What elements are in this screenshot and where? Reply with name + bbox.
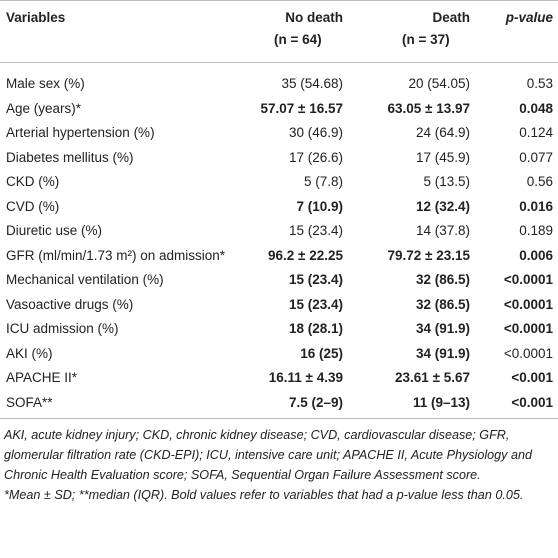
column-header: (n = 64) — [274, 32, 322, 47]
table-cell: 79.72 ± 23.15 — [387, 247, 470, 263]
rule — [0, 418, 558, 419]
footnote: *Mean ± SD; **median (IQR). Bold values … — [4, 488, 524, 502]
table-cell: 30 (46.9) — [288, 125, 343, 140]
table-cell: <0.0001 — [503, 296, 553, 312]
table-cell: 7.5 (2–9) — [288, 394, 343, 410]
table-cell: 96.2 ± 22.25 — [268, 247, 343, 263]
table-cell: <0.0001 — [503, 321, 553, 336]
column-header: Death — [432, 10, 470, 25]
table-cell: <0.0001 — [503, 272, 553, 287]
row-label: Age (years)* — [6, 100, 82, 116]
table-cell: 32 (86.5) — [415, 296, 470, 312]
table-cell: <0.001 — [511, 394, 553, 410]
table-cell: 17 (26.6) — [288, 149, 343, 165]
rule — [0, 62, 558, 63]
row-label: Mechanical ventilation (%) — [6, 272, 164, 287]
row-label: Vasoactive drugs (%) — [6, 296, 134, 312]
table-cell: 0.56 — [526, 174, 553, 189]
footnote: AKI, acute kidney injury; CKD, chronic k… — [4, 428, 532, 482]
table-cell: 5 (13.5) — [423, 174, 470, 189]
table-cell: 35 (54.68) — [281, 76, 343, 91]
column-header: p-value — [505, 10, 553, 25]
row-label: APACHE II* — [6, 370, 78, 385]
table-cell: 16.11 ± 4.39 — [268, 370, 343, 385]
row-label: AKI (%) — [6, 345, 53, 361]
table-cell: 0.124 — [519, 125, 553, 140]
column-header: No death — [285, 10, 343, 25]
table-cell: 15 (23.4) — [288, 272, 343, 287]
table-cell: 5 (7.8) — [303, 174, 343, 189]
table-cell: 16 (25) — [300, 345, 343, 361]
table-cell: 32 (86.5) — [415, 272, 470, 287]
footnotes: AKI, acute kidney injury; CKD, chronic k… — [4, 425, 554, 505]
table-cell: 0.189 — [519, 223, 553, 238]
row-label: GFR (ml/min/1.73 m²) on admission* — [6, 247, 226, 263]
table-cell: 14 (37.8) — [415, 223, 470, 238]
table-cell: 23.61 ± 5.67 — [395, 370, 470, 385]
table-cell: <0.001 — [511, 370, 553, 385]
table-cell: 0.016 — [519, 198, 553, 214]
row-label: CVD (%) — [6, 198, 60, 214]
table-cell: 17 (45.9) — [415, 149, 470, 165]
table-cell: 24 (64.9) — [415, 125, 470, 140]
row-label: Arterial hypertension (%) — [6, 125, 155, 140]
table-cell: <0.0001 — [503, 345, 553, 361]
table-cell: 34 (91.9) — [415, 345, 470, 361]
row-label: ICU admission (%) — [6, 321, 119, 336]
row-label: Diuretic use (%) — [6, 223, 103, 238]
row-label: SOFA** — [6, 394, 53, 410]
table-cell: 7 (10.9) — [296, 198, 343, 214]
table-cell: 12 (32.4) — [415, 198, 470, 214]
table-cell: 15 (23.4) — [288, 296, 343, 312]
table-cell: 63.05 ± 13.97 — [387, 100, 470, 116]
table-cell: 0.048 — [519, 100, 553, 116]
rule — [0, 0, 558, 1]
table-cell: 0.006 — [519, 247, 553, 263]
column-header: Variables — [6, 10, 66, 25]
table-cell: 20 (54.05) — [408, 76, 470, 91]
table-cell: 15 (23.4) — [288, 223, 343, 238]
table-cell: 34 (91.9) — [415, 321, 470, 336]
table-cell: 57.07 ± 16.57 — [260, 100, 343, 116]
table-cell: 11 (9–13) — [412, 394, 470, 410]
row-label: CKD (%) — [6, 174, 60, 189]
table-cell: 18 (28.1) — [288, 321, 343, 336]
table-cell: 0.077 — [519, 149, 553, 165]
column-header: (n = 37) — [402, 32, 450, 47]
row-label: Diabetes mellitus (%) — [6, 149, 134, 165]
row-label: Male sex (%) — [6, 76, 85, 91]
table-cell: 0.53 — [526, 76, 553, 91]
